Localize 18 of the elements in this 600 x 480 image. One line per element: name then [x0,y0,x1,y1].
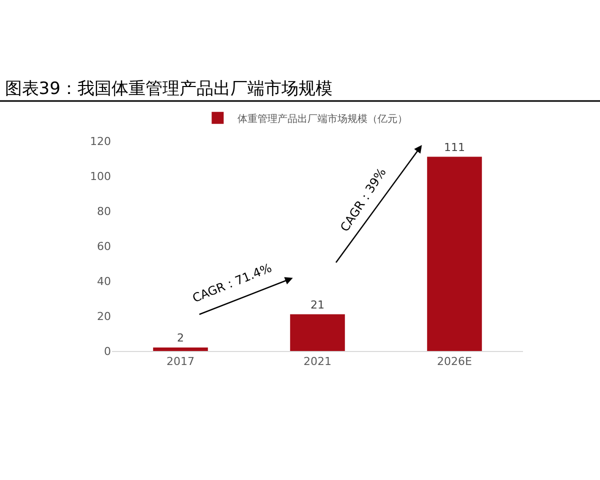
legend-label: 体重管理产品出厂端市场规模（亿元） [238,112,408,125]
y-tick-label: 60 [97,240,111,253]
y-tick-label: 20 [97,310,111,323]
bar [427,156,482,351]
y-tick-label: 120 [90,134,111,148]
data-label: 21 [310,298,324,312]
x-tick-label: 2026E [437,355,472,368]
y-tick-label: 80 [97,204,111,218]
data-label: 2 [177,332,184,344]
data-label: 111 [444,140,465,154]
y-tick-label: 0 [104,344,111,358]
x-tick-label: 2021 [304,355,332,368]
chart-title: 图表39：我国体重管理产品出厂端市场规模 [4,78,332,99]
bar [153,348,208,351]
y-tick-label: 40 [97,274,111,288]
bar [290,314,345,351]
x-tick-label: 2017 [166,355,194,368]
y-tick-label: 100 [90,170,111,183]
